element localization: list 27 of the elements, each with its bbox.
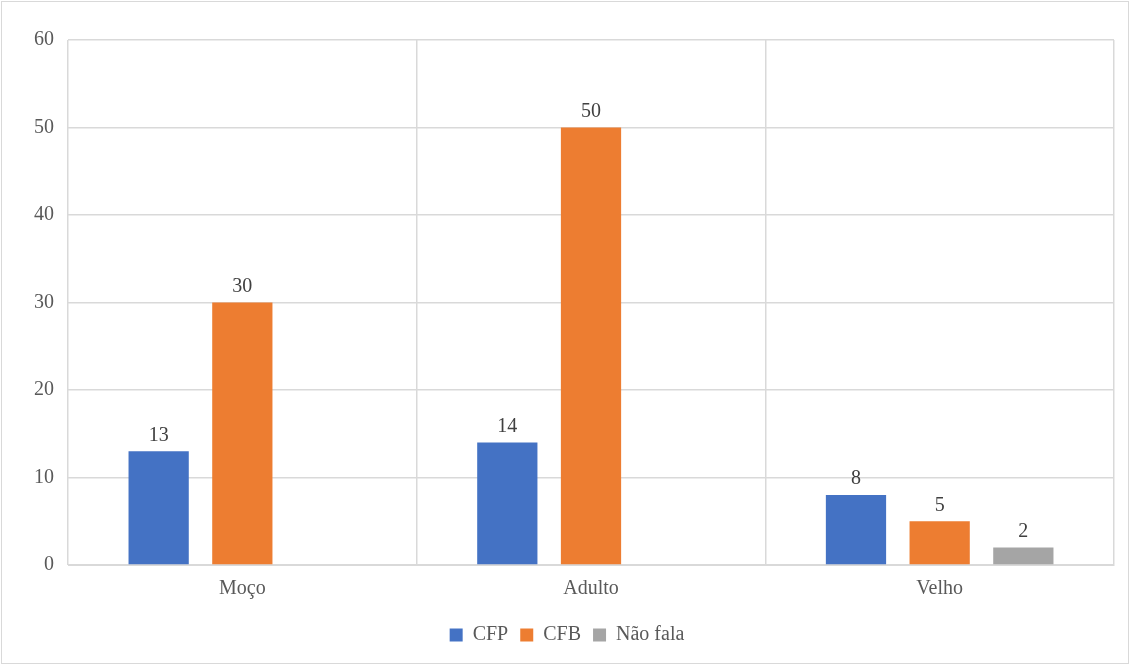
data-label: 14 <box>497 413 518 436</box>
data-label: 30 <box>232 273 253 296</box>
bar <box>212 302 273 565</box>
bar <box>128 451 189 565</box>
bar <box>477 442 538 565</box>
x-tick-label: Moço <box>219 576 266 600</box>
legend-label: CFP <box>472 622 509 645</box>
bar <box>560 127 622 565</box>
data-label: 50 <box>581 98 601 121</box>
y-tick-label: 40 <box>34 202 54 225</box>
data-label: 2 <box>1018 518 1029 541</box>
y-tick-label: 0 <box>44 552 54 575</box>
bar <box>825 495 887 565</box>
y-tick-label: 60 <box>34 27 54 50</box>
y-tick-label: 50 <box>34 114 54 137</box>
y-tick-label: 30 <box>34 289 54 312</box>
data-label: 8 <box>850 466 861 489</box>
legend-label: Não fala <box>616 622 685 645</box>
legend-label: CFB <box>543 622 582 645</box>
y-tick-label: 10 <box>34 464 54 487</box>
data-label: 5 <box>934 492 945 515</box>
bar <box>909 521 970 565</box>
y-tick-label: 20 <box>34 377 54 400</box>
x-tick-label: Adulto <box>563 576 619 599</box>
data-label: 13 <box>148 422 169 445</box>
x-tick-label: Velho <box>916 576 963 599</box>
bar <box>993 547 1054 565</box>
